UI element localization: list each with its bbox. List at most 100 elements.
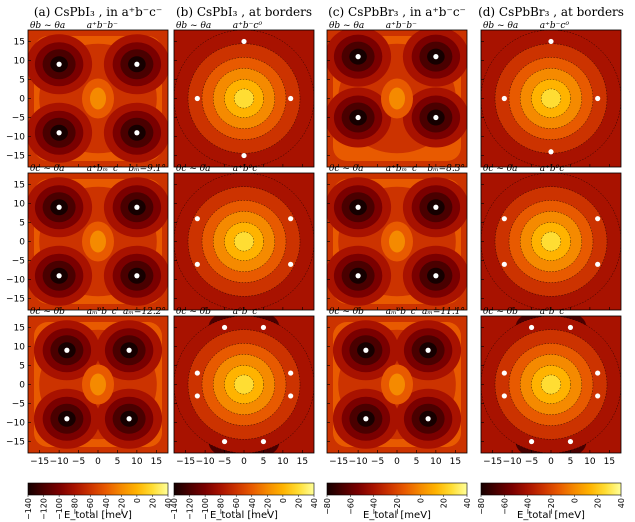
- minimum-marker: [221, 324, 228, 331]
- y-tick-label: 0: [19, 381, 25, 391]
- panel-phase: a⁺bₘ⁻c⁻: [87, 164, 123, 174]
- minimum-marker: [194, 261, 200, 267]
- colorbar-label: E_total [meV]: [517, 510, 585, 521]
- panel-phase: a⁺b⁻b⁻: [386, 21, 417, 31]
- minimum-marker: [241, 152, 247, 159]
- colorbar-tick-label: 20: [594, 498, 603, 508]
- panel-1-3: θc ~ θa a⁺b⁰c⁻: [480, 164, 622, 311]
- y-tick-label: 0: [19, 95, 25, 105]
- minimum-marker: [567, 324, 574, 331]
- minimum-marker: [288, 216, 294, 222]
- panel-ylabel: θc ~ θb: [30, 307, 65, 317]
- x-tick-label: 15: [297, 457, 308, 467]
- x-tick-label: −15: [30, 457, 49, 467]
- column-title-2: (c) CsPbBr₃ , in a⁺b⁻c⁻: [328, 5, 466, 19]
- colorbar-tick-label: 0: [279, 498, 288, 503]
- contour-level: [233, 374, 254, 395]
- colorbar-3: [480, 482, 622, 496]
- y-tick-label: −15: [6, 152, 25, 162]
- minimum-marker: [363, 347, 369, 353]
- minimum-marker: [501, 95, 507, 102]
- colorbar-tick-label: 40: [617, 498, 626, 508]
- colorbars: −140 −120 −100 −80 −60 −40 −20 0 20 40 E_total [me…: [24, 482, 626, 521]
- panel-2-3: θc ~ θb a⁰b⁻c⁻ −15 −10 −5 0 5 10 15: [480, 307, 622, 467]
- x-tick-label: 10: [584, 457, 596, 467]
- y-tick-label: −10: [6, 419, 25, 429]
- colorbar-tick-label: −100: [55, 498, 64, 520]
- column-title-0: (a) CsPbI₃ , in a⁺b⁻c⁻: [34, 5, 162, 19]
- x-tick-label: −5: [525, 457, 538, 467]
- x-tick-label: −15: [176, 457, 195, 467]
- contour-level: [389, 230, 405, 253]
- minimum-marker: [528, 438, 535, 445]
- y-tick-label: 15: [14, 180, 25, 190]
- colorbar-0: [27, 482, 169, 496]
- colorbar-tick-label: −60: [500, 498, 509, 515]
- x-tick-label: −15: [483, 457, 502, 467]
- colorbar-tick-label: −120: [186, 498, 195, 520]
- x-tick-label: −5: [371, 457, 384, 467]
- x-tick-label: −10: [196, 457, 215, 467]
- x-tick-label: 5: [115, 457, 121, 467]
- colorbar-tick-label: −100: [201, 498, 210, 520]
- minimum-marker: [433, 54, 439, 60]
- minimum-marker: [64, 416, 70, 422]
- y-tick-label: 5: [19, 75, 25, 85]
- contour-level: [541, 88, 562, 109]
- minimum-marker: [595, 216, 601, 222]
- colorbar-tick-label: −40: [370, 498, 379, 515]
- contour-level: [233, 88, 254, 109]
- minimum-marker: [355, 54, 361, 60]
- minimum-marker: [433, 114, 439, 121]
- colorbar-tick-label: −40: [102, 498, 111, 515]
- y-tick-label: −5: [12, 257, 25, 267]
- contour-level: [90, 230, 106, 253]
- minimum-marker: [241, 38, 247, 45]
- y-tick-label: 15: [14, 323, 25, 333]
- y-tick-label: 0: [19, 238, 25, 248]
- colorbar-tick-label: −80: [71, 498, 80, 515]
- panel-2-0: θc ~ θb aₘ⁰b⁻c⁻ aₘ=12.2°−15−15−10−10−5−500…: [6, 307, 169, 467]
- x-tick-label: −5: [72, 457, 85, 467]
- panel-ylabel: θc ~ θa: [329, 164, 364, 174]
- colorbar-tick-label: −40: [524, 498, 533, 515]
- panel-phase: aₘ⁰b⁻c⁻: [87, 307, 122, 317]
- colorbar-tick-label: 0: [570, 498, 579, 503]
- panel-ylabel: θc ~ θb: [329, 307, 364, 317]
- minimum-marker: [56, 61, 62, 67]
- minimum-marker: [56, 273, 62, 279]
- minimum-marker: [355, 114, 361, 121]
- panel-1-0: θc ~ θa a⁺bₘ⁻c⁻ bₘ=9.1° −15 −10 −5 0 5 10 15: [6, 164, 169, 311]
- colorbar-tick-label: −140: [24, 498, 33, 520]
- x-tick-label: 15: [151, 457, 162, 467]
- colorbar-tick-label: −40: [248, 498, 257, 515]
- colorbar-tick-label: 40: [463, 498, 472, 508]
- minimum-marker: [134, 130, 140, 136]
- y-tick-label: −15: [6, 438, 25, 448]
- minimum-marker: [126, 347, 132, 353]
- minimum-marker: [64, 347, 70, 353]
- colorbar-tick-label: −20: [393, 498, 402, 515]
- x-tick-label: 5: [568, 457, 574, 467]
- minimum-marker: [288, 95, 294, 102]
- colorbar-tick-label: 40: [310, 498, 319, 508]
- colorbar-label: E_total [meV]: [210, 510, 278, 521]
- minimum-marker: [56, 130, 62, 136]
- minimum-marker: [425, 416, 431, 422]
- minimum-marker: [134, 273, 140, 279]
- panel-phase: a⁺b⁰c⁻: [233, 164, 263, 174]
- colorbar-tick-label: −20: [547, 498, 556, 515]
- x-tick-label: 0: [95, 457, 101, 467]
- minimum-marker: [501, 393, 507, 399]
- minimum-marker: [433, 204, 439, 210]
- minimum-marker: [595, 95, 601, 102]
- minimum-marker: [595, 370, 601, 376]
- minimum-marker: [528, 324, 535, 331]
- colorbar-tick-label: −80: [477, 498, 486, 515]
- x-tick-label: 5: [414, 457, 420, 467]
- x-tick-label: 0: [548, 457, 554, 467]
- colorbar-tick-label: −120: [40, 498, 49, 520]
- panel-0-1: θb ~ θa a⁺b⁻c⁰: [173, 21, 315, 168]
- y-tick-label: 5: [19, 361, 25, 371]
